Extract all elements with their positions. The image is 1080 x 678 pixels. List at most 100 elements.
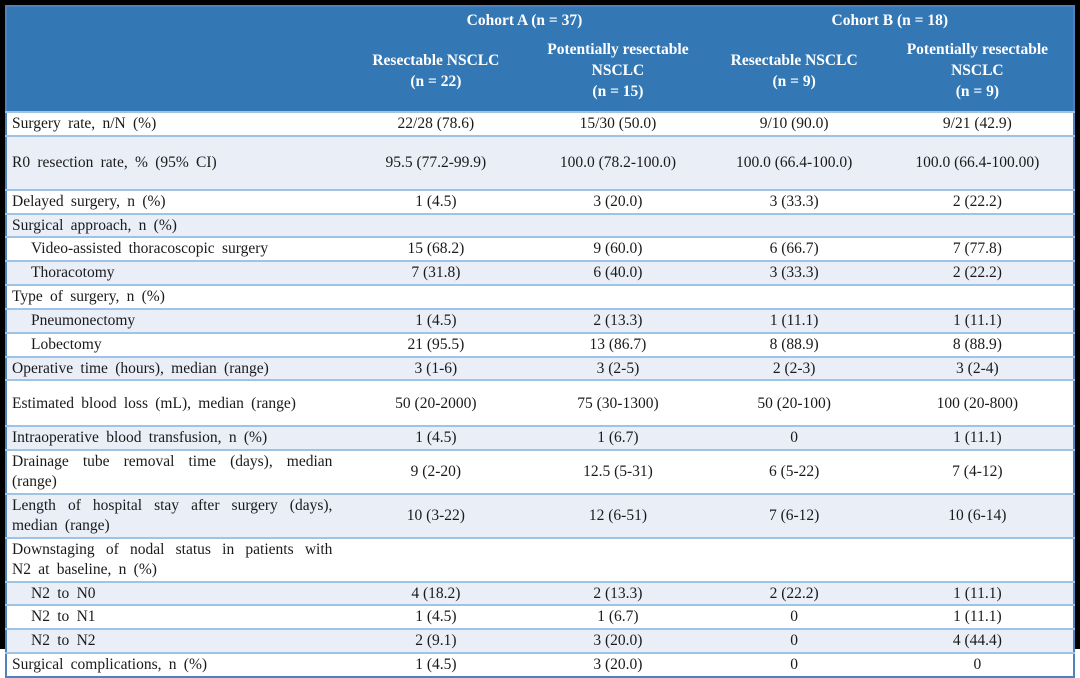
value-cell: 2 (2-3) — [706, 355, 882, 381]
table-row: Thoracotomy 7 (31.8) 6 (40.0) 3 (33.3) 2 (22… — [6, 260, 1074, 286]
value-cell: 1 (4.5) — [342, 188, 530, 214]
value-cell: 1 (11.1) — [881, 425, 1074, 451]
value-cell: 0 — [706, 604, 882, 630]
value-cell: 0 — [881, 652, 1074, 677]
value-cell: 3 (2-5) — [529, 355, 707, 381]
col-title: Resectable NSCLC — [372, 51, 500, 69]
value-cell — [881, 212, 1074, 238]
value-cell: 0 — [706, 652, 882, 677]
table-row: Surgical approach, n (%) — [6, 212, 1074, 238]
value-cell: 12 (6-51) — [529, 492, 707, 538]
table-row: Surgical complications, n (%) 1 (4.5) 3 (2… — [6, 652, 1074, 677]
col-header-potentially-b: Potentially resectable NSCLC (n = 9) — [881, 32, 1074, 112]
cohort-a-header: Cohort A (n = 37) — [342, 6, 707, 32]
value-cell: 3 (20.0) — [529, 628, 707, 654]
value-cell: 1 (6.7) — [529, 425, 707, 451]
value-cell: 2 (13.3) — [529, 580, 707, 606]
value-cell: 4 (18.2) — [342, 580, 530, 606]
row-label: N2 to N0 — [6, 580, 343, 606]
value-cell — [529, 284, 707, 309]
value-cell: 7 (6-12) — [706, 492, 882, 538]
col-title: Resectable NSCLC — [730, 51, 858, 69]
value-cell: 2 (22.2) — [881, 188, 1074, 214]
table-row: Pneumonectomy 1 (4.5) 2 (13.3) 1 (11.1) 1 (1… — [6, 307, 1074, 333]
value-cell: 6 (5-22) — [706, 449, 882, 494]
cohort-b-header: Cohort B (n = 18) — [706, 6, 1074, 32]
value-cell: 6 (40.0) — [529, 260, 707, 286]
value-cell: 1 (4.5) — [342, 307, 530, 333]
value-cell: 6 (66.7) — [706, 236, 882, 262]
row-label: Surgery rate, n/N (%) — [6, 111, 343, 136]
value-cell: 8 (88.9) — [881, 331, 1074, 357]
table-body: Surgery rate, n/N (%) 22/28 (78.6) 15/30 (… — [6, 111, 1074, 677]
value-cell: 8 (88.9) — [706, 331, 882, 357]
value-cell: 1 (4.5) — [342, 652, 530, 677]
table-row: Delayed surgery, n (%) 1 (4.5) 3 (20.0) 3 (… — [6, 188, 1074, 214]
value-cell — [881, 536, 1074, 582]
corner-cell — [6, 32, 343, 112]
row-label: Video-assisted thoracoscopic surgery — [6, 236, 343, 262]
value-cell — [342, 536, 530, 582]
value-cell: 100.0 (66.4-100.0) — [706, 134, 882, 190]
table-row: Video-assisted thoracoscopic surgery 15 (… — [6, 236, 1074, 262]
table-row: Estimated blood loss (mL), median (range… — [6, 379, 1074, 427]
value-cell: 9/10 (90.0) — [706, 111, 882, 136]
table-row: Downstaging of nodal status in patients … — [6, 536, 1074, 582]
value-cell: 2 (22.2) — [881, 260, 1074, 286]
col-n: (n = 22) — [410, 72, 462, 90]
value-cell: 9 (60.0) — [529, 236, 707, 262]
col-header-resectable-b: Resectable NSCLC (n = 9) — [706, 32, 882, 112]
value-cell — [706, 212, 882, 238]
table-row: N2 to N0 4 (18.2) 2 (13.3) 2 (22.2) 1 (11.1) — [6, 580, 1074, 606]
col-n: (n = 9) — [772, 72, 816, 90]
value-cell: 15/30 (50.0) — [529, 111, 707, 136]
value-cell: 1 (11.1) — [706, 307, 882, 333]
value-cell: 22/28 (78.6) — [342, 111, 530, 136]
row-label: N2 to N2 — [6, 628, 343, 654]
row-label: Surgical complications, n (%) — [6, 652, 343, 677]
row-label: Intraoperative blood transfusion, n (%) — [6, 425, 343, 451]
value-cell — [529, 536, 707, 582]
row-label: Surgical approach, n (%) — [6, 212, 343, 238]
row-label: R0 resection rate, % (95% CI) — [6, 134, 343, 190]
row-label: Length of hospital stay after surgery (d… — [6, 492, 343, 538]
table-header: Cohort A (n = 37) Cohort B (n = 18) Rese… — [6, 6, 1074, 112]
row-label: Type of surgery, n (%) — [6, 284, 343, 309]
corner-cell — [6, 6, 343, 32]
value-cell: 13 (86.7) — [529, 331, 707, 357]
value-cell: 1 (4.5) — [342, 604, 530, 630]
row-label: Pneumonectomy — [6, 307, 343, 333]
value-cell: 4 (44.4) — [881, 628, 1074, 654]
value-cell: 50 (20-100) — [706, 379, 882, 427]
table-row: Drainage tube removal time (days), media… — [6, 449, 1074, 494]
value-cell: 10 (6-14) — [881, 492, 1074, 538]
table-row: Intraoperative blood transfusion, n (%) 1… — [6, 425, 1074, 451]
table-row: Lobectomy 21 (95.5) 13 (86.7) 8 (88.9) 8 (88… — [6, 331, 1074, 357]
value-cell: 3 (20.0) — [529, 188, 707, 214]
value-cell: 7 (4-12) — [881, 449, 1074, 494]
subgroup-header-row: Resectable NSCLC (n = 22) Potentially re… — [6, 32, 1074, 112]
row-label: Thoracotomy — [6, 260, 343, 286]
value-cell: 7 (31.8) — [342, 260, 530, 286]
col-header-resectable-a: Resectable NSCLC (n = 22) — [342, 32, 530, 112]
value-cell: 3 (1-6) — [342, 355, 530, 381]
cohort-header-row: Cohort A (n = 37) Cohort B (n = 18) — [6, 6, 1074, 32]
col-header-potentially-a: Potentially resectable NSCLC (n = 15) — [529, 32, 707, 112]
value-cell — [342, 212, 530, 238]
value-cell: 0 — [706, 628, 882, 654]
value-cell — [706, 284, 882, 309]
value-cell: 1 (11.1) — [881, 580, 1074, 606]
value-cell: 15 (68.2) — [342, 236, 530, 262]
col-title: Potentially resectable NSCLC — [547, 41, 689, 80]
value-cell — [342, 284, 530, 309]
row-label: Drainage tube removal time (days), media… — [6, 449, 343, 494]
table-row: N2 to N1 1 (4.5) 1 (6.7) 0 1 (11.1) — [6, 604, 1074, 630]
value-cell — [529, 212, 707, 238]
row-label: Operative time (hours), median (range) — [6, 355, 343, 381]
surgical-outcomes-table: Cohort A (n = 37) Cohort B (n = 18) Rese… — [5, 5, 1075, 678]
value-cell: 100 (20-800) — [881, 379, 1074, 427]
value-cell: 21 (95.5) — [342, 331, 530, 357]
col-n: (n = 15) — [592, 82, 644, 100]
value-cell: 7 (77.8) — [881, 236, 1074, 262]
